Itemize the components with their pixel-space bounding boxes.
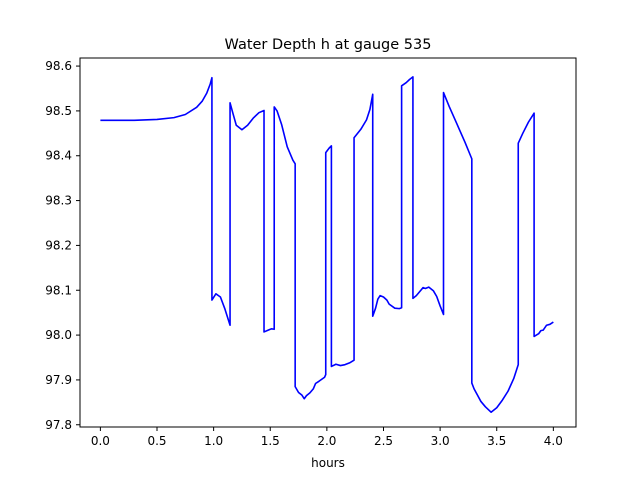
x-axis: 0.0 0.5 1.0 1.5 2.0 2.5 3.0 3.5 4.0 bbox=[91, 427, 563, 448]
y-tick-label: 98.4 bbox=[45, 149, 72, 163]
y-tick-label: 98.6 bbox=[45, 59, 72, 73]
x-tick-label: 1.0 bbox=[204, 434, 223, 448]
plot-area bbox=[100, 76, 554, 414]
y-axis: 97.8 97.9 98.0 98.1 98.2 98.3 98.4 98.5 98.6 bbox=[45, 59, 80, 432]
y-tick-label: 98.1 bbox=[45, 283, 72, 297]
y-tick-label: 97.9 bbox=[45, 373, 72, 387]
y-tick-label: 98.5 bbox=[45, 104, 72, 118]
x-tick-label: 0.5 bbox=[147, 434, 166, 448]
x-tick-label: 3.5 bbox=[487, 434, 506, 448]
x-tick-label: 2.0 bbox=[317, 434, 336, 448]
chart-title: Water Depth h at gauge 535 bbox=[225, 37, 432, 53]
y-tick-label: 97.8 bbox=[45, 418, 72, 432]
axes-frame bbox=[79, 57, 577, 428]
x-tick-label: 3.0 bbox=[431, 434, 450, 448]
x-tick-label: 1.5 bbox=[261, 434, 280, 448]
x-tick-label: 4.0 bbox=[544, 434, 563, 448]
y-tick-label: 98.0 bbox=[45, 328, 72, 342]
x-axis-label: hours bbox=[311, 456, 345, 470]
y-tick-label: 98.3 bbox=[45, 194, 72, 208]
y-tick-label: 98.2 bbox=[45, 238, 72, 252]
x-tick-label: 2.5 bbox=[374, 434, 393, 448]
series-line bbox=[100, 76, 554, 414]
x-tick-label: 0.0 bbox=[91, 434, 110, 448]
